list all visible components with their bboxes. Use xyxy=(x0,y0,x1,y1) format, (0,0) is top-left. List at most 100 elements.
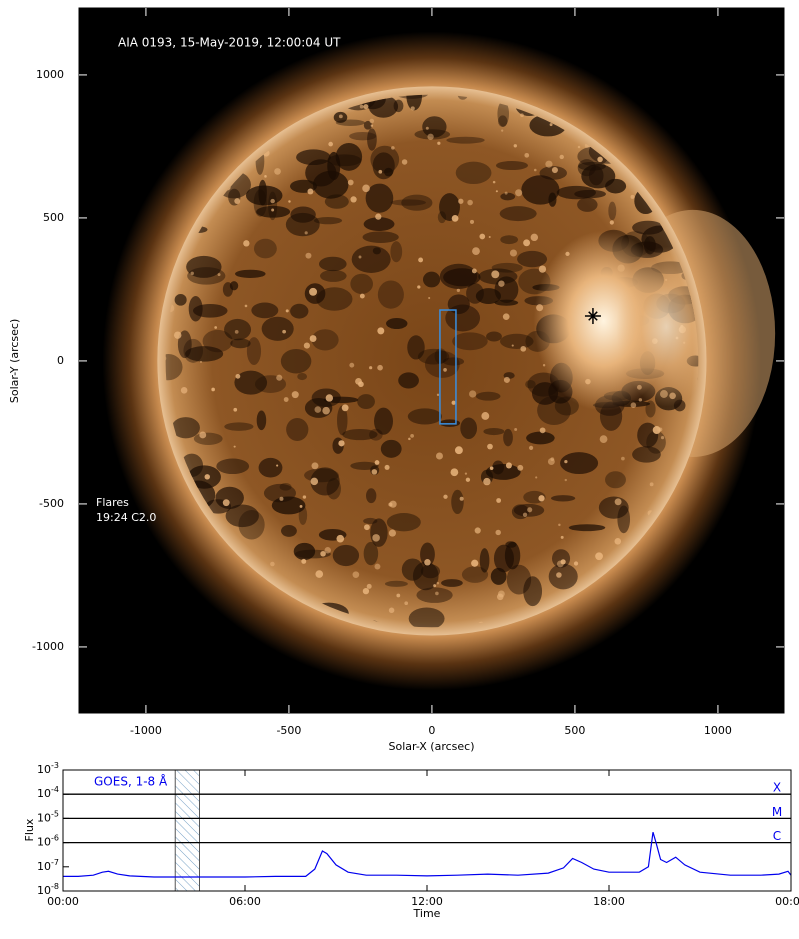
dark-region xyxy=(225,504,259,528)
bright-point xyxy=(479,233,486,240)
bright-point xyxy=(349,362,355,368)
bright-point xyxy=(311,462,319,470)
bright-point xyxy=(614,498,622,506)
class-label: M xyxy=(772,805,782,819)
bright-point xyxy=(424,559,431,566)
y-tick-label: 10-8 xyxy=(37,882,59,898)
dark-region xyxy=(475,391,501,401)
bright-point xyxy=(190,271,194,276)
time-window xyxy=(174,769,201,892)
dark-region xyxy=(517,250,548,268)
dark-region xyxy=(442,357,465,366)
bright-point xyxy=(425,126,429,130)
bright-point xyxy=(369,118,375,124)
bright-point xyxy=(556,560,564,568)
dark-region xyxy=(256,205,291,218)
dark-region xyxy=(316,287,353,311)
x-tick-label: 06:00 xyxy=(229,895,261,908)
dark-region xyxy=(258,457,283,478)
bright-point xyxy=(350,196,357,203)
bright-point xyxy=(391,146,395,150)
dark-region xyxy=(363,541,379,566)
bright-point xyxy=(374,563,381,570)
dark-region xyxy=(350,461,379,470)
annotation: Flares xyxy=(96,496,129,509)
disk-texture xyxy=(165,94,699,628)
bright-point xyxy=(630,402,637,408)
y-axis-label: Flux xyxy=(23,818,36,841)
bright-point xyxy=(660,436,665,440)
bright-point xyxy=(488,235,491,238)
dark-region xyxy=(185,346,224,362)
x-tick-label: 1000 xyxy=(704,724,732,737)
dark-region xyxy=(578,161,606,171)
bright-point xyxy=(271,208,275,212)
bright-point xyxy=(309,287,318,296)
dark-region xyxy=(457,94,468,100)
bright-point xyxy=(539,427,546,434)
bright-point xyxy=(301,558,307,564)
dark-region xyxy=(605,178,627,194)
dark-region xyxy=(503,428,513,447)
dark-region xyxy=(230,338,251,349)
dark-region xyxy=(357,394,375,409)
dark-region xyxy=(335,142,363,171)
y-tick-label: 10-7 xyxy=(37,857,59,873)
dark-region xyxy=(588,165,604,186)
bright-point xyxy=(291,391,299,399)
bright-point xyxy=(437,141,441,145)
bright-point xyxy=(489,466,494,470)
bright-point xyxy=(481,412,490,420)
dark-region xyxy=(253,238,277,259)
bright-point xyxy=(523,239,531,247)
bright-point xyxy=(404,601,409,606)
bright-point xyxy=(436,393,440,397)
bright-point xyxy=(545,160,553,168)
bright-point xyxy=(324,547,331,554)
bright-point xyxy=(378,169,383,174)
x-tick-label: 500 xyxy=(564,724,585,737)
dark-region xyxy=(608,201,617,221)
bright-point xyxy=(358,255,362,259)
dark-region xyxy=(363,517,378,525)
bright-point xyxy=(388,607,395,614)
tick-exponent: -4 xyxy=(51,785,59,794)
bright-point xyxy=(492,180,496,184)
bright-point xyxy=(338,440,345,447)
dark-region xyxy=(174,293,187,306)
bright-point xyxy=(464,472,468,475)
tick-base: 10 xyxy=(37,811,51,824)
dark-region xyxy=(632,220,664,235)
dark-region xyxy=(332,544,360,567)
bright-point xyxy=(288,200,291,203)
bright-point xyxy=(443,494,448,499)
bright-point xyxy=(264,175,267,178)
bright-point xyxy=(375,213,382,220)
dark-region xyxy=(523,576,543,607)
dark-region xyxy=(406,94,423,111)
image-title: AIA 0193, 15-May-2019, 12:00:04 UT xyxy=(118,36,341,50)
dark-region xyxy=(398,372,419,389)
dark-region xyxy=(165,353,183,381)
bright-point xyxy=(501,129,504,132)
bright-point xyxy=(450,468,459,477)
bright-point xyxy=(649,482,654,487)
dark-region xyxy=(446,136,485,144)
image-panel: -1000 -500 0 500 1000 -1000 -500 0 500 1000 AIA 01… xyxy=(8,7,785,753)
x-tick-label: -1000 xyxy=(130,724,162,737)
dark-region xyxy=(286,418,309,442)
dark-region xyxy=(455,161,492,185)
dark-region xyxy=(224,422,254,431)
bright-point xyxy=(458,198,464,204)
dark-region xyxy=(645,400,656,418)
dark-region xyxy=(258,179,267,206)
dark-region xyxy=(349,131,377,141)
dark-region xyxy=(186,255,222,278)
bright-point xyxy=(214,326,218,329)
dark-region xyxy=(452,332,488,351)
dark-region xyxy=(632,446,661,463)
dark-region xyxy=(296,149,331,166)
y-tick-label: 10-6 xyxy=(37,833,59,849)
dark-region xyxy=(560,452,599,475)
